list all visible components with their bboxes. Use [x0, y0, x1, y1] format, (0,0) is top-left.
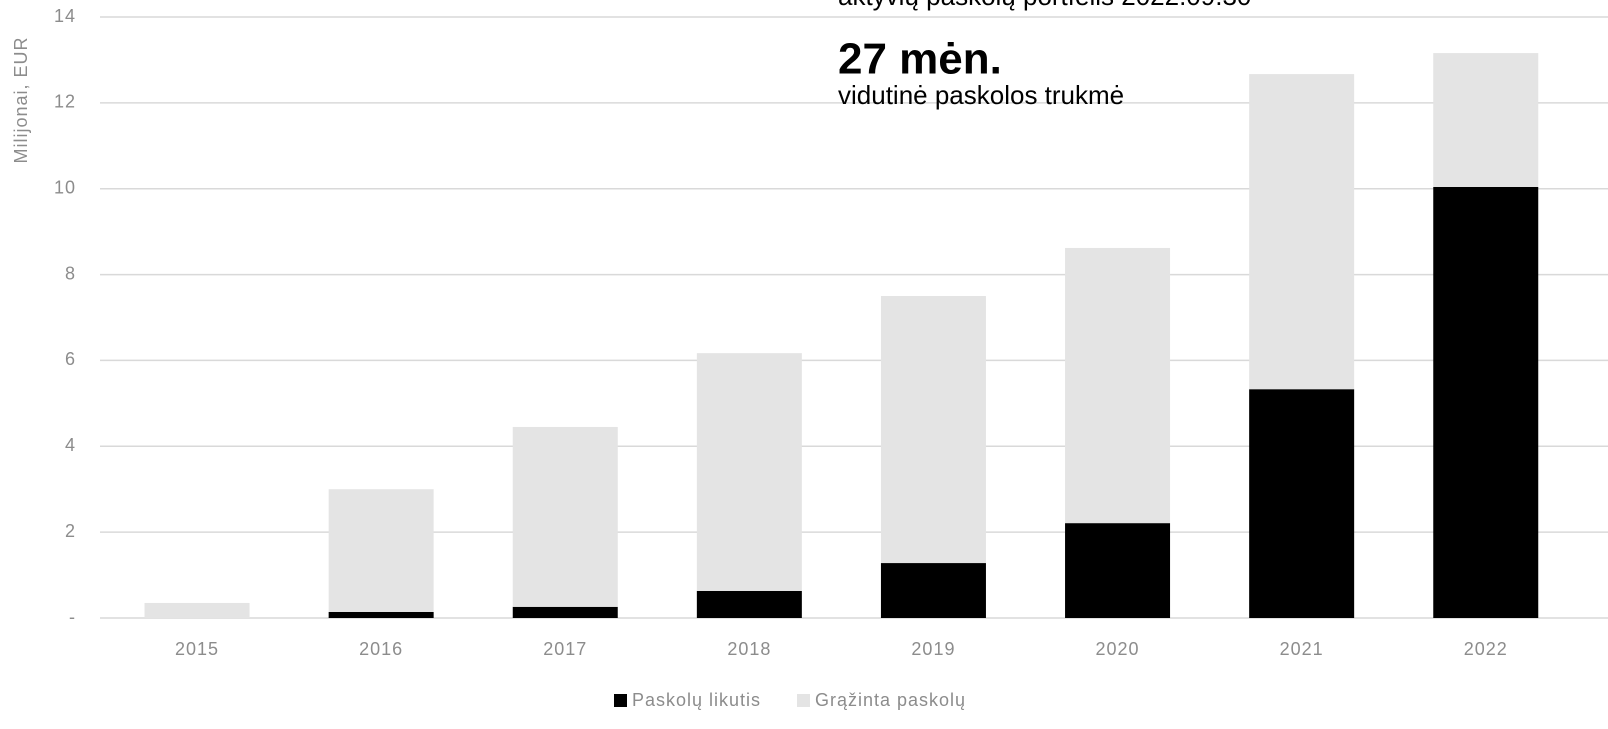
bar-segment — [144, 602, 250, 618]
annotation: 27 mėn. — [838, 35, 1002, 84]
bar-segment — [1249, 389, 1355, 618]
bar-segment — [1433, 186, 1539, 619]
bar-segment — [696, 590, 802, 618]
bar-segment — [880, 296, 986, 564]
annotation: aktyvių paskolų portfelis 2022.09.30 — [838, 0, 1251, 11]
bar-segment — [1065, 247, 1171, 524]
legend-label: Grąžinta paskolų — [815, 690, 966, 710]
y-tick-label: 6 — [65, 349, 76, 369]
x-tick-label: 2015 — [175, 639, 219, 659]
legend-swatch — [797, 694, 810, 707]
x-tick-label: 2022 — [1464, 639, 1508, 659]
y-tick-label: 8 — [65, 263, 76, 283]
bar-segment — [328, 489, 434, 612]
x-tick-label: 2017 — [543, 639, 587, 659]
x-tick-label: 2018 — [727, 639, 771, 659]
y-tick-label: - — [69, 607, 76, 627]
bar-segment — [880, 563, 986, 618]
y-tick-label: 14 — [54, 6, 76, 26]
y-axis-label: Milijonai, EUR — [11, 36, 31, 163]
annotation: vidutinė paskolos trukmė — [838, 80, 1124, 110]
y-tick-label: 10 — [54, 177, 76, 197]
x-tick-label: 2019 — [911, 639, 955, 659]
bar-segment — [696, 353, 802, 591]
bar-segment — [512, 606, 618, 618]
bar-segment — [328, 611, 434, 618]
y-tick-label: 4 — [65, 435, 76, 455]
bar-segment — [1433, 53, 1539, 187]
legend-label: Paskolų likutis — [632, 690, 761, 710]
y-tick-label: 2 — [65, 521, 76, 541]
bar-segment — [1249, 74, 1355, 390]
x-tick-label: 2016 — [359, 639, 403, 659]
bar-segment — [512, 426, 618, 607]
legend-swatch — [614, 694, 627, 707]
y-tick-label: 12 — [54, 92, 76, 112]
x-tick-label: 2021 — [1280, 639, 1324, 659]
x-tick-label: 2020 — [1096, 639, 1140, 659]
bar-segment — [1065, 523, 1171, 618]
